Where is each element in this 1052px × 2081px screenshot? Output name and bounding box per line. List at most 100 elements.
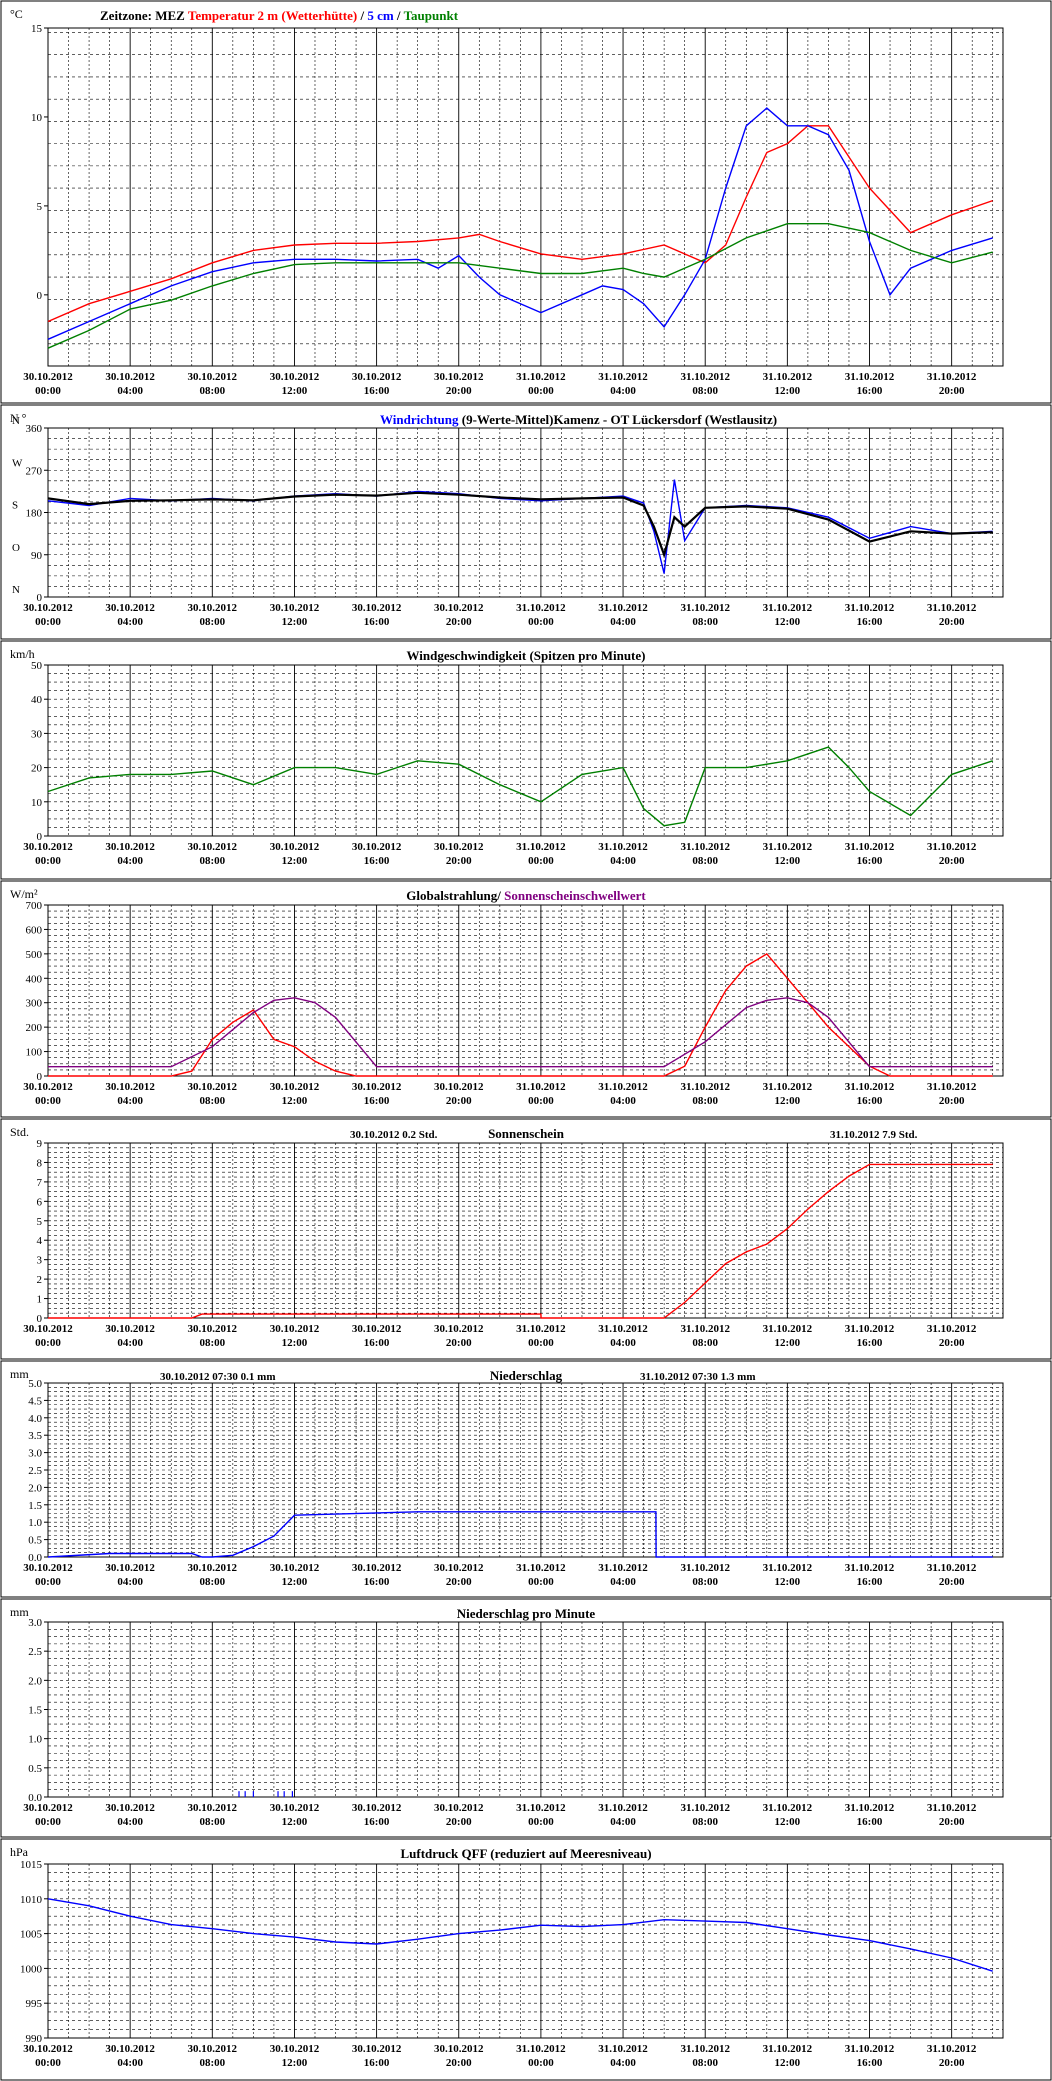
- x-tick-time-label: 20:00: [446, 855, 472, 867]
- chart-title: Zeitzone: MEZ Temperatur 2 m (Wetterhütt…: [100, 8, 459, 23]
- y-unit-label: N °: [10, 411, 27, 425]
- y-tick-label: 100: [26, 1047, 43, 1059]
- y-tick-label: 1.5: [28, 1705, 42, 1717]
- chart-title: Globalstrahlung/ Sonnenscheinschwellwert: [406, 888, 646, 903]
- x-tick-time-label: 16:00: [364, 1095, 390, 1107]
- x-tick-date-label: 31.10.2012: [763, 602, 813, 614]
- x-tick-time-label: 00:00: [35, 1816, 61, 1828]
- x-tick-date-label: 30.10.2012: [352, 1802, 402, 1814]
- panel-border: [0, 1360, 1052, 1598]
- chart-title-part: Kamenz - OT Lückersdorf (Westlausitz): [553, 412, 777, 427]
- series-sonnenschein-line: [48, 1163, 993, 1319]
- x-tick-date-label: 30.10.2012: [270, 1802, 320, 1814]
- x-tick-time-label: 20:00: [939, 616, 965, 628]
- x-tick-date-label: 31.10.2012: [598, 371, 648, 383]
- y-tick-label: 7: [37, 1177, 43, 1189]
- chart-title-part: Globalstrahlung/: [406, 888, 501, 903]
- chart-title-part: Taupunkt: [404, 8, 459, 23]
- panel-border: [0, 880, 1052, 1118]
- x-tick-time-label: 04:00: [610, 855, 636, 867]
- x-tick-date-label: 31.10.2012: [763, 1562, 813, 1574]
- x-tick-time-label: 16:00: [364, 1816, 390, 1828]
- x-tick-date-label: 31.10.2012: [845, 1802, 895, 1814]
- y-tick-label: 1.5: [28, 1500, 42, 1512]
- y-tick-label: 360: [26, 423, 43, 435]
- x-tick-date-label: 31.10.2012: [598, 1802, 648, 1814]
- x-tick-time-label: 20:00: [939, 1095, 965, 1107]
- y-tick-label: 0.5: [28, 1535, 42, 1547]
- x-tick-time-label: 20:00: [446, 1576, 472, 1588]
- chart-title-part: Sonnenschein: [488, 1126, 565, 1141]
- x-tick-time-label: 20:00: [446, 2057, 472, 2069]
- chart-title-part: /: [394, 8, 404, 23]
- y-tick-label: 1.0: [28, 1734, 42, 1746]
- plot-area: [47, 27, 1004, 367]
- y-tick-label: 1015: [20, 1859, 43, 1871]
- x-tick-date-label: 30.10.2012: [270, 2043, 320, 2055]
- x-tick-date-label: 31.10.2012: [845, 1562, 895, 1574]
- x-tick-date-label: 31.10.2012: [763, 1323, 813, 1335]
- y-unit-label: Std.: [10, 1125, 29, 1139]
- x-tick-time-label: 16:00: [857, 2057, 883, 2069]
- x-tick-time-label: 04:00: [117, 1337, 143, 1349]
- x-tick-date-label: 30.10.2012: [188, 1081, 238, 1093]
- x-tick-time-label: 08:00: [199, 1576, 225, 1588]
- x-tick-date-label: 31.10.2012: [598, 1081, 648, 1093]
- x-tick-date-label: 31.10.2012: [763, 1081, 813, 1093]
- x-tick-time-label: 00:00: [528, 855, 554, 867]
- x-tick-time-label: 12:00: [282, 616, 308, 628]
- annotation-label: 31.10.2012 07:30 1.3 mm: [640, 1371, 756, 1383]
- y-tick-label: 0: [37, 831, 43, 843]
- x-tick-time-label: 16:00: [857, 855, 883, 867]
- y-tick-label: 2.0: [28, 1482, 42, 1494]
- chart-title: Niederschlag: [490, 1368, 563, 1383]
- x-tick-time-label: 08:00: [199, 385, 225, 397]
- y-tick-label: 90: [31, 550, 43, 562]
- x-tick-time-label: 20:00: [939, 385, 965, 397]
- x-tick-date-label: 31.10.2012: [680, 1562, 730, 1574]
- x-tick-time-label: 08:00: [199, 1095, 225, 1107]
- x-tick-time-label: 04:00: [610, 616, 636, 628]
- y-tick-label: 10: [31, 797, 43, 809]
- y-tick-label: 0.5: [28, 1763, 42, 1775]
- x-tick-date-label: 30.10.2012: [434, 1081, 484, 1093]
- x-tick-time-label: 04:00: [117, 616, 143, 628]
- x-tick-time-label: 00:00: [528, 1576, 554, 1588]
- x-tick-date-label: 31.10.2012: [598, 1323, 648, 1335]
- x-tick-time-label: 16:00: [364, 1576, 390, 1588]
- x-tick-date-label: 31.10.2012: [598, 841, 648, 853]
- x-tick-date-label: 31.10.2012: [680, 1323, 730, 1335]
- chart-title-part: Windrichtung: [380, 412, 459, 427]
- x-tick-time-label: 04:00: [610, 1576, 636, 1588]
- x-tick-date-label: 31.10.2012: [516, 1323, 566, 1335]
- y-tick-label: 3: [37, 1255, 43, 1267]
- x-tick-date-label: 30.10.2012: [188, 841, 238, 853]
- y-unit-label: °C: [10, 7, 23, 21]
- y-tick-label: 9: [37, 1138, 43, 1150]
- x-tick-date-label: 31.10.2012: [845, 1323, 895, 1335]
- x-tick-time-label: 16:00: [857, 1816, 883, 1828]
- x-tick-time-label: 16:00: [364, 385, 390, 397]
- y-tick-label: 300: [26, 998, 43, 1010]
- x-tick-date-label: 31.10.2012: [845, 1081, 895, 1093]
- y-tick-label: 4.5: [28, 1395, 42, 1407]
- x-tick-date-label: 30.10.2012: [434, 602, 484, 614]
- chart-title-part: Luftdruck QFF (reduziert auf Meeresnivea…: [400, 1846, 651, 1861]
- x-tick-time-label: 12:00: [775, 1095, 801, 1107]
- x-tick-date-label: 31.10.2012: [680, 602, 730, 614]
- x-tick-date-label: 30.10.2012: [188, 2043, 238, 2055]
- y-tick-label: 0: [37, 1071, 43, 1083]
- y-tick-label: 4: [37, 1235, 43, 1247]
- x-tick-time-label: 08:00: [199, 2057, 225, 2069]
- x-tick-date-label: 30.10.2012: [270, 371, 320, 383]
- y-tick-label: 0: [37, 1313, 43, 1325]
- chart-title-part: 5 cm: [367, 8, 394, 23]
- x-tick-date-label: 30.10.2012: [23, 2043, 73, 2055]
- x-tick-time-label: 00:00: [528, 616, 554, 628]
- x-tick-time-label: 08:00: [692, 1095, 718, 1107]
- x-tick-date-label: 30.10.2012: [23, 602, 73, 614]
- plot-area: [47, 1863, 1004, 2039]
